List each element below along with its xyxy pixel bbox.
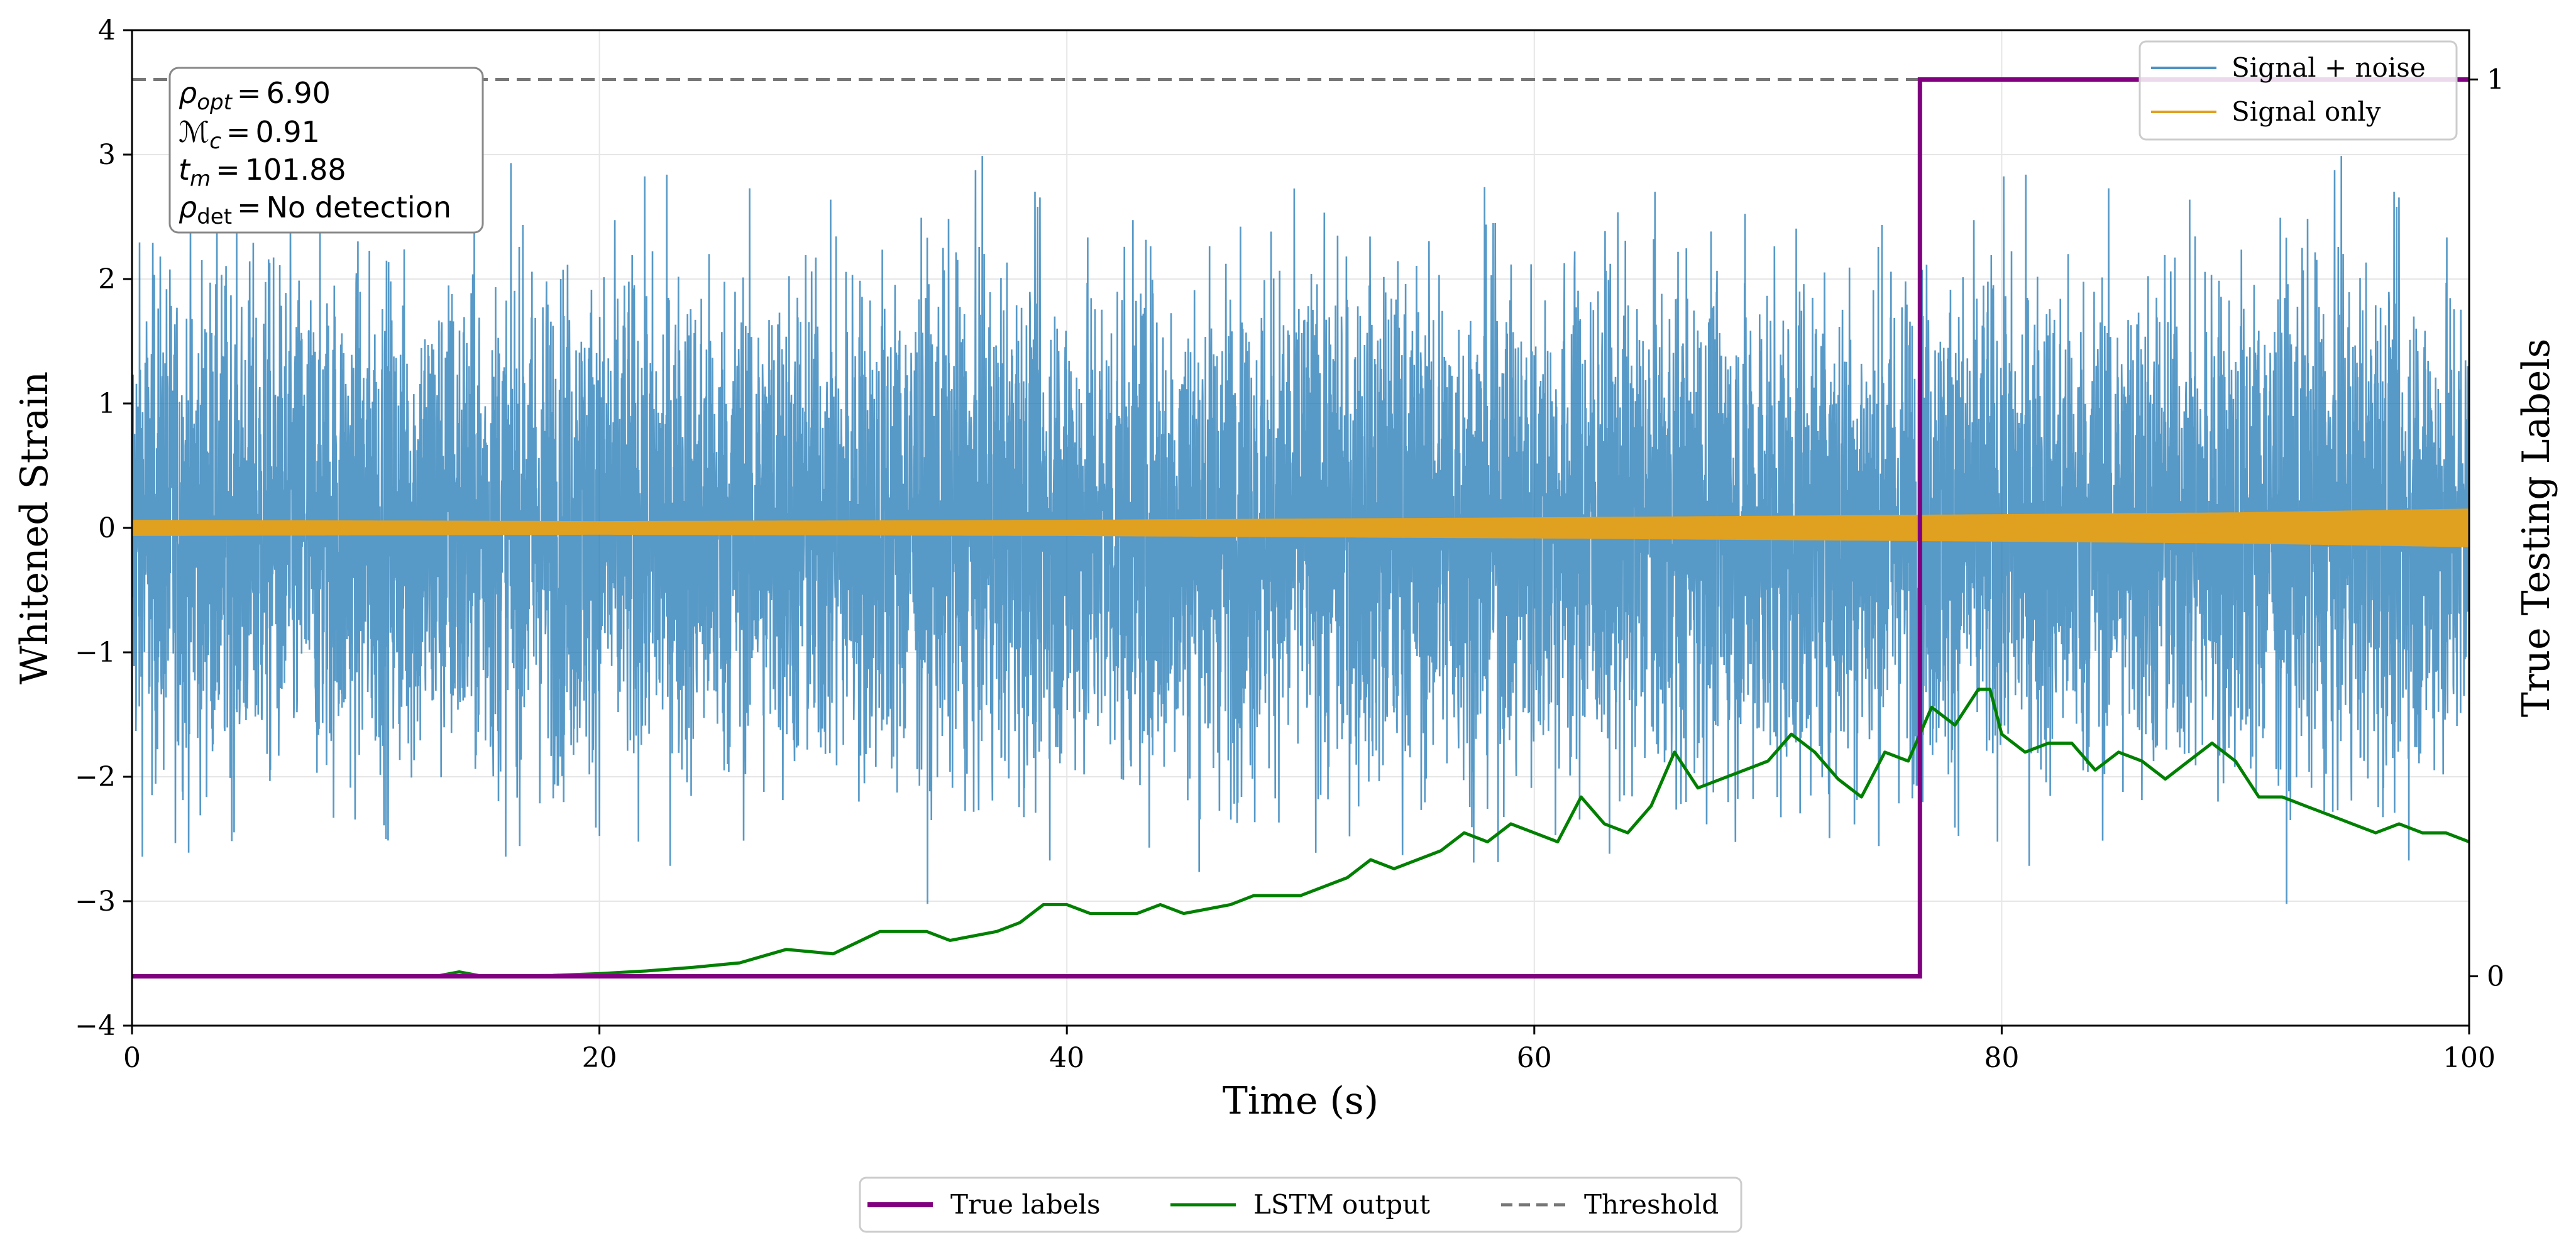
mc-symbol: ℳ: [179, 115, 209, 149]
lstm-output-line: [132, 688, 2470, 978]
legend-signal-only-label: Signal only: [2232, 96, 2381, 127]
mc-equals: =: [226, 115, 251, 149]
tm-sub: m: [190, 167, 211, 192]
rho-det-symbol: ρ: [179, 190, 197, 224]
legend-signal-noise-label: Signal + noise: [2232, 52, 2426, 83]
rho-det-sub: det: [197, 204, 232, 229]
legend-lstm-output-label: LSTM output: [1253, 1189, 1430, 1220]
y-right-tick-label: 0: [2487, 961, 2504, 993]
x-tick-label: 40: [1049, 1042, 1084, 1074]
mc-sub: c: [209, 129, 221, 154]
annotation-tm: tm = 101.88: [179, 153, 346, 192]
rho-opt-equals: =: [237, 76, 261, 110]
legend-true-labels-label: True labels: [950, 1189, 1101, 1220]
y-left-tick-label: 3: [98, 139, 116, 171]
y-left-tick-label: −2: [75, 761, 116, 793]
legend-upper: Signal + noise Signal only: [2138, 40, 2458, 141]
y-left-tick-label: −1: [75, 637, 116, 669]
rho-opt-value: 6.90: [266, 76, 330, 110]
legend-upper-box: [2138, 40, 2458, 141]
x-tick-label: 20: [582, 1042, 617, 1074]
y-left-tick-label: −4: [75, 1010, 116, 1042]
tm-value: 101.88: [245, 153, 346, 187]
annotation-box: [168, 67, 484, 234]
y-left-tick-label: −3: [75, 885, 116, 918]
rho-det-equals: =: [237, 190, 261, 224]
y-left-axis-title: Whitened Strain: [13, 371, 57, 684]
x-tick-label: 80: [1984, 1042, 2019, 1074]
tm-equals: =: [216, 153, 240, 187]
legend-threshold-label: Threshold: [1584, 1189, 1719, 1220]
y-left-tick-label: 4: [98, 14, 116, 47]
y-left-tick-label: 1: [98, 388, 116, 420]
x-tick-label: 60: [1517, 1042, 1552, 1074]
y-left-tick-label: 2: [98, 263, 116, 295]
rho-opt-symbol: ρ: [179, 76, 197, 110]
legend-lower-box: [859, 1176, 1742, 1233]
signal-noise-series: [131, 156, 2470, 904]
annotation-rho-det: ρdet = No detection: [179, 190, 451, 229]
signal-noise-line: [131, 156, 2470, 904]
rho-opt-sub: opt: [197, 90, 233, 115]
annotation-rho-opt: ρopt = 6.90: [179, 76, 331, 115]
x-tick-label: 100: [2443, 1042, 2496, 1074]
y-right-tick-label: 1: [2487, 63, 2504, 96]
y-left-tick-label: 0: [98, 512, 116, 544]
y-right-axis-title: True Testing Labels: [2514, 339, 2558, 718]
x-axis-title: Time (s): [1223, 1079, 1379, 1123]
annotation-mc: ℳc = 0.91: [179, 115, 320, 154]
x-tick-label: 0: [123, 1042, 141, 1074]
mc-value: 0.91: [255, 115, 319, 149]
legend-lower: True labels LSTM output Threshold: [859, 1176, 1742, 1233]
tm-symbol: t: [179, 153, 191, 187]
parameter-annotation: ρopt = 6.90 ℳc = 0.91 tm = 101.88 ρdet = No dete…: [168, 67, 484, 234]
rho-det-value: No detection: [267, 190, 451, 224]
